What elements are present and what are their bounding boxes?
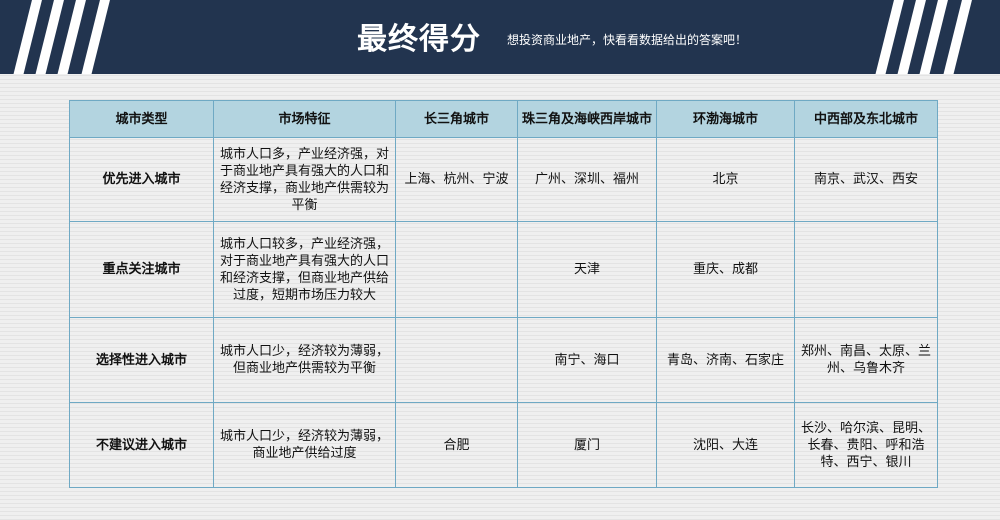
yangtze-delta-cell xyxy=(395,221,518,318)
city-type-cell: 不建议进入城市 xyxy=(69,402,214,488)
table-row: 优先进入城市 城市人口多，产业经济强，对于商业地产具有强大的人口和经济支撑，商业地… xyxy=(69,137,938,222)
header-banner: 最终得分 想投资商业地产，快看看数据给出的答案吧！ xyxy=(0,0,1000,74)
city-type-cell: 选择性进入城市 xyxy=(69,317,214,403)
decorative-stripe xyxy=(940,0,974,74)
pearl-delta-cell: 南宁、海口 xyxy=(517,317,657,403)
table-row: 重点关注城市 城市人口较多，产业经济强，对于商业地产具有强大的人口和经济支撑，但商… xyxy=(69,221,938,318)
market-feature-cell: 城市人口少，经济较为薄弱，商业地产供给过度 xyxy=(213,402,396,488)
city-type-cell: 优先进入城市 xyxy=(69,137,214,222)
pearl-delta-cell: 天津 xyxy=(517,221,657,318)
table-header-row: 城市类型 市场特征 长三角城市 珠三角及海峡西岸城市 环渤海城市 中西部及东北城… xyxy=(69,100,938,138)
market-feature-cell: 城市人口少，经济较为薄弱，但商业地产供需较为平衡 xyxy=(213,317,396,403)
page-subtitle: 想投资商业地产，快看看数据给出的答案吧！ xyxy=(507,33,748,47)
central-northeast-cell: 南京、武汉、西安 xyxy=(794,137,938,222)
yangtze-delta-cell: 上海、杭州、宁波 xyxy=(395,137,518,222)
bohai-rim-cell: 沈阳、大连 xyxy=(656,402,795,488)
pearl-delta-cell: 厦门 xyxy=(517,402,657,488)
market-feature-cell: 城市人口多，产业经济强，对于商业地产具有强大的人口和经济支撑，商业地产供需较为平… xyxy=(213,137,396,222)
yangtze-delta-cell xyxy=(395,317,518,403)
city-table: 城市类型 市场特征 长三角城市 珠三角及海峡西岸城市 环渤海城市 中西部及东北城… xyxy=(69,100,938,488)
column-header: 城市类型 xyxy=(69,100,214,138)
central-northeast-cell: 长沙、哈尔滨、昆明、长春、贵阳、呼和浩特、西宁、银川 xyxy=(794,402,938,488)
bohai-rim-cell: 重庆、成都 xyxy=(656,221,795,318)
city-type-cell: 重点关注城市 xyxy=(69,221,214,318)
market-feature-cell: 城市人口较多，产业经济强，对于商业地产具有强大的人口和经济支撑，但商业地产供给过… xyxy=(213,221,396,318)
yangtze-delta-cell: 合肥 xyxy=(395,402,518,488)
column-header: 市场特征 xyxy=(213,100,396,138)
central-northeast-cell xyxy=(794,221,938,318)
column-header: 中西部及东北城市 xyxy=(794,100,938,138)
bohai-rim-cell: 北京 xyxy=(656,137,795,222)
page-title: 最终得分 xyxy=(357,22,481,57)
table-row: 不建议进入城市 城市人口少，经济较为薄弱，商业地产供给过度 合肥 厦门 沈阳、大连 长沙、… xyxy=(69,402,938,488)
table-row: 选择性进入城市 城市人口少，经济较为薄弱，但商业地产供需较为平衡 南宁、海口 青岛、济… xyxy=(69,317,938,403)
column-header: 珠三角及海峡西岸城市 xyxy=(517,100,657,138)
central-northeast-cell: 郑州、南昌、太原、兰州、乌鲁木齐 xyxy=(794,317,938,403)
decorative-stripe xyxy=(78,0,112,74)
column-header: 环渤海城市 xyxy=(656,100,795,138)
column-header: 长三角城市 xyxy=(395,100,518,138)
bohai-rim-cell: 青岛、济南、石家庄 xyxy=(656,317,795,403)
pearl-delta-cell: 广州、深圳、福州 xyxy=(517,137,657,222)
